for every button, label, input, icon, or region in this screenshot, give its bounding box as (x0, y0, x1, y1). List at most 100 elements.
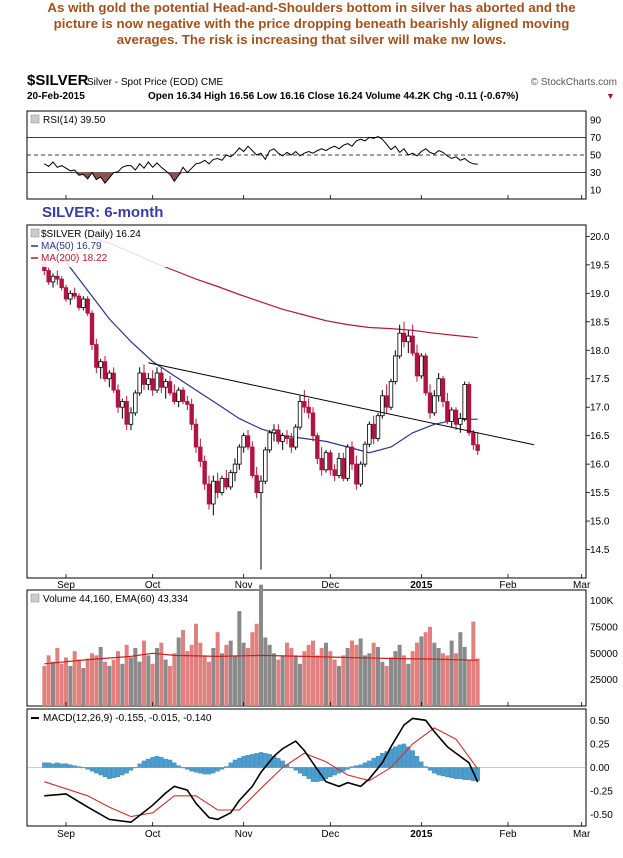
candle-body (310, 412, 316, 437)
volume-bar (215, 632, 220, 706)
macd-histogram-bar (163, 758, 168, 768)
volume-bar (137, 661, 142, 706)
volume-bar (454, 653, 458, 706)
volume-bar (46, 655, 51, 706)
volume-bar (428, 626, 432, 706)
candle-body (206, 483, 212, 505)
change-down-icon: ▼ (606, 91, 615, 101)
candle-body (397, 332, 402, 357)
rsi-toggle-icon[interactable] (30, 114, 40, 124)
macd-label-bg (29, 711, 229, 723)
volume-bar (155, 648, 159, 706)
candle-body (167, 381, 173, 394)
macd-histogram-bar (449, 767, 454, 779)
header-date: 20-Feb-2015 (27, 91, 85, 102)
macd-histogram-bar (193, 767, 199, 773)
macd-histogram-bar (414, 756, 420, 768)
volume-bar (328, 651, 333, 706)
macd-histogram-bar (232, 759, 238, 768)
candle-body (146, 378, 151, 385)
macd-histogram-bar (345, 767, 350, 770)
rsi-oversold-fill (44, 172, 478, 184)
headline-line-1: As with gold the potential Head-and-Shou… (47, 0, 576, 15)
candle-body (388, 381, 394, 408)
volume-bar (432, 642, 437, 706)
candle-body (432, 395, 437, 414)
candle-body (55, 275, 60, 280)
macd-histogram-bar (354, 765, 359, 768)
macd-histogram-bar (462, 767, 467, 780)
macd-histogram-bar (250, 754, 255, 768)
candle-body (445, 401, 450, 422)
volume-bar (81, 668, 86, 706)
volume-bar (259, 584, 263, 706)
candle-body (280, 435, 285, 442)
candle-body (332, 469, 337, 476)
candle-body (198, 446, 203, 462)
volume-bar (59, 663, 64, 706)
macd-histogram-bar (219, 767, 225, 770)
macd-histogram-bar (55, 762, 60, 768)
candle-body (81, 298, 86, 308)
macd-histogram-bar (42, 762, 47, 768)
macd-histogram-bar (228, 762, 233, 768)
candle-body (380, 395, 385, 417)
volume-bar (194, 623, 198, 706)
candle-body (427, 392, 433, 414)
volume-bar (393, 651, 398, 706)
volume-bar (202, 655, 207, 706)
macd-histogram-bar (297, 767, 303, 774)
macd-histogram-bar (176, 765, 181, 768)
volume-bar (207, 661, 211, 706)
volume-bar (276, 659, 281, 706)
x-tick-label-price: Nov (235, 580, 253, 591)
candle-body (384, 395, 389, 408)
ma50-line (43, 230, 478, 454)
volume-bar (410, 651, 415, 706)
volume-bar (77, 659, 81, 706)
volume-toggle-icon[interactable] (30, 593, 40, 603)
candle-body (410, 335, 415, 354)
volume-bar (198, 642, 203, 706)
candle-body (137, 372, 142, 394)
volume-bar (358, 638, 363, 706)
price-layer: 20.0 19.5 19.0 18.5 18.0 17.5 17.0 16.5 16.0 15.5… (42, 230, 610, 570)
volume-bar (220, 653, 224, 706)
macd-histogram-bar (254, 753, 259, 768)
candle-body (414, 352, 420, 377)
macd-histogram-bar (393, 746, 398, 768)
candle-body (102, 361, 108, 380)
candle-body (202, 460, 207, 485)
volume-bar (423, 632, 428, 706)
volume-bar (189, 644, 194, 706)
macd-histogram-bar (453, 767, 459, 779)
x-axis: Sep Sep Oct Oct Nov Nov Dec Dec 2015 2015 Feb Feb Ma… (57, 195, 591, 840)
watermark: © StockCharts.com (531, 77, 617, 88)
macd-histogram-bar (427, 767, 433, 771)
volume-bar (98, 646, 103, 706)
x-tick-label-price: 2015 (410, 580, 433, 591)
macd-histogram-bar (189, 767, 194, 772)
macd-histogram-bar (120, 767, 125, 776)
candle-body (315, 435, 320, 459)
volume-layer: 100K 75000 50000 25000 (42, 584, 618, 706)
candle-body (154, 372, 160, 391)
price-toggle-icon[interactable] (30, 228, 40, 238)
candle-body (224, 477, 229, 488)
macd-histogram-bar (59, 763, 64, 768)
macd-histogram-bar (362, 762, 368, 768)
candle-body (453, 409, 459, 425)
candle-body (124, 401, 129, 425)
x-tick-label-macd: Feb (499, 829, 517, 840)
volume-bar (172, 653, 177, 706)
macd-histogram-bar (46, 762, 51, 768)
rsi-tick-label-50: 50 (590, 151, 602, 162)
volume-bar (319, 648, 324, 706)
x-tick-label-macd: 2015 (410, 829, 433, 840)
candle-body (159, 372, 164, 388)
volume-bar (181, 630, 185, 706)
legend-ma50: MA(50) 16.79 (41, 241, 102, 252)
macd-tick-label: 0.00 (590, 763, 610, 774)
volume-bar (289, 648, 294, 706)
